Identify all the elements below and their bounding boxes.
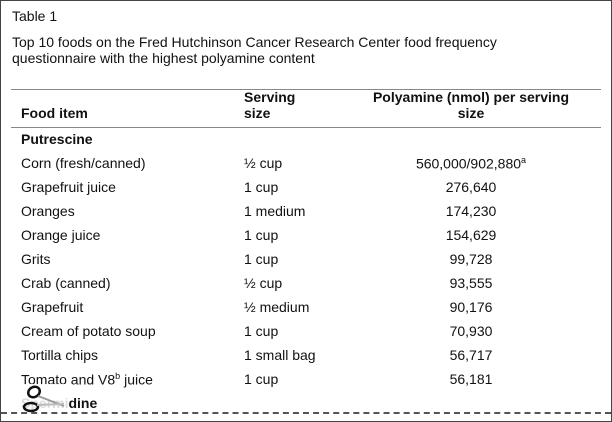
food-item-cell: Tomato and V8b juice [21, 371, 153, 388]
food-name: Corn (fresh/canned) [21, 155, 146, 171]
polyamine-value: 93,555 [449, 275, 493, 291]
table-row: Tortilla chips 1 small bag 56,717 [1, 347, 611, 371]
header-food-item: Food item [21, 105, 88, 121]
polyamine-value: 99,728 [449, 251, 493, 267]
polyamine-value: 56,181 [449, 371, 493, 387]
serving-size-cell: 1 cup [244, 251, 279, 267]
food-item-cell: Grits [21, 251, 51, 267]
serving-size-cell: 1 cup [244, 371, 279, 387]
footnote-marker: b [115, 371, 121, 381]
serving-size-cell: 1 small bag [244, 347, 316, 363]
table-row: Crab (canned) ½ cup 93,555 [1, 275, 611, 299]
polyamine-value: 276,640 [445, 179, 497, 195]
polyamine-cell: 56,181 [450, 371, 493, 387]
food-item-cell: Corn (fresh/canned) [21, 155, 146, 171]
food-item-cell: Grapefruit [21, 299, 83, 315]
top-rule [11, 89, 601, 90]
polyamine-cell: 56,717 [450, 347, 493, 363]
serving-size-cell: ½ medium [244, 299, 310, 315]
polyamine-cell: 174,230 [446, 203, 497, 219]
food-name: Tomato and V8 [21, 371, 116, 388]
header-rule [11, 127, 601, 128]
table-row: Orange juice 1 cup 154,629 [1, 227, 611, 251]
food-item-cell: Tortilla chips [21, 347, 98, 363]
polyamine-cell: 70,930 [450, 323, 493, 339]
polyamine-cell: 99,728 [450, 251, 493, 267]
header-polyamine-line2: size [457, 105, 485, 121]
table-row: Corn (fresh/canned) ½ cup 560,000/902,880a [1, 155, 611, 179]
food-name: Crab (canned) [21, 275, 111, 291]
polyamine-value: 90,176 [449, 299, 493, 315]
food-name: Grits [21, 251, 51, 267]
food-name: Tortilla chips [21, 347, 99, 363]
header-polyamine-line1: Polyamine (nmol) per serving [372, 89, 570, 105]
polyamine-value: 174,230 [445, 203, 497, 219]
polyamine-cell: 154,629 [446, 227, 497, 243]
polyamine-value: 154,629 [445, 227, 497, 243]
table-caption-line2: questionnaire with the highest polyamine… [12, 50, 315, 66]
serving-size-cell: ½ cup [244, 275, 283, 291]
food-name: Grapefruit juice [21, 179, 116, 195]
food-item-cell: Grapefruit juice [21, 179, 116, 195]
footnote-marker: a [521, 155, 527, 165]
serving-size-cell: 1 cup [244, 179, 279, 195]
table-row: Tomato and V8b juice 1 cup 56,181 [1, 371, 611, 395]
table-label: Table 1 [12, 8, 58, 24]
food-name: Cream of potato soup [21, 323, 156, 339]
table-row: Grits 1 cup 99,728 [1, 251, 611, 275]
polyamine-cell: 276,640 [446, 179, 497, 195]
table-caption-line1: Top 10 foods on the Fred Hutchinson Canc… [12, 34, 497, 50]
food-name-suffix: juice [120, 371, 153, 388]
serving-size-cell: 1 cup [244, 323, 279, 339]
cut-line [1, 412, 611, 414]
table-row: Grapefruit ½ medium 90,176 [1, 299, 611, 323]
polyamine-cell: 93,555 [450, 275, 493, 291]
header-serving-line1: Serving [244, 89, 296, 105]
serving-size-cell: ½ cup [244, 155, 283, 171]
food-item-cell: Cream of potato soup [21, 323, 156, 339]
food-name: Orange juice [21, 227, 101, 243]
food-name: Oranges [21, 203, 75, 219]
food-item-cell: Oranges [21, 203, 75, 219]
table-row: Grapefruit juice 1 cup 276,640 [1, 179, 611, 203]
polyamine-cell: 560,000/902,880a [416, 155, 526, 172]
polyamine-value: 560,000/902,880 [415, 155, 522, 172]
food-name: Grapefruit [21, 299, 84, 315]
polyamine-value: 56,717 [449, 347, 493, 363]
table-row: Oranges 1 medium 174,230 [1, 203, 611, 227]
scissors-icon [19, 384, 69, 414]
serving-size-cell: 1 medium [244, 203, 306, 219]
food-item-cell: Crab (canned) [21, 275, 111, 291]
food-item-cell: Orange juice [21, 227, 100, 243]
section-putrescine: Putrescine [21, 131, 93, 147]
polyamine-cell: 90,176 [450, 299, 493, 315]
serving-size-cell: 1 cup [244, 227, 279, 243]
header-serving-line2: size [244, 105, 271, 121]
polyamine-value: 70,930 [449, 323, 493, 339]
table-row: Cream of potato soup 1 cup 70,930 [1, 323, 611, 347]
